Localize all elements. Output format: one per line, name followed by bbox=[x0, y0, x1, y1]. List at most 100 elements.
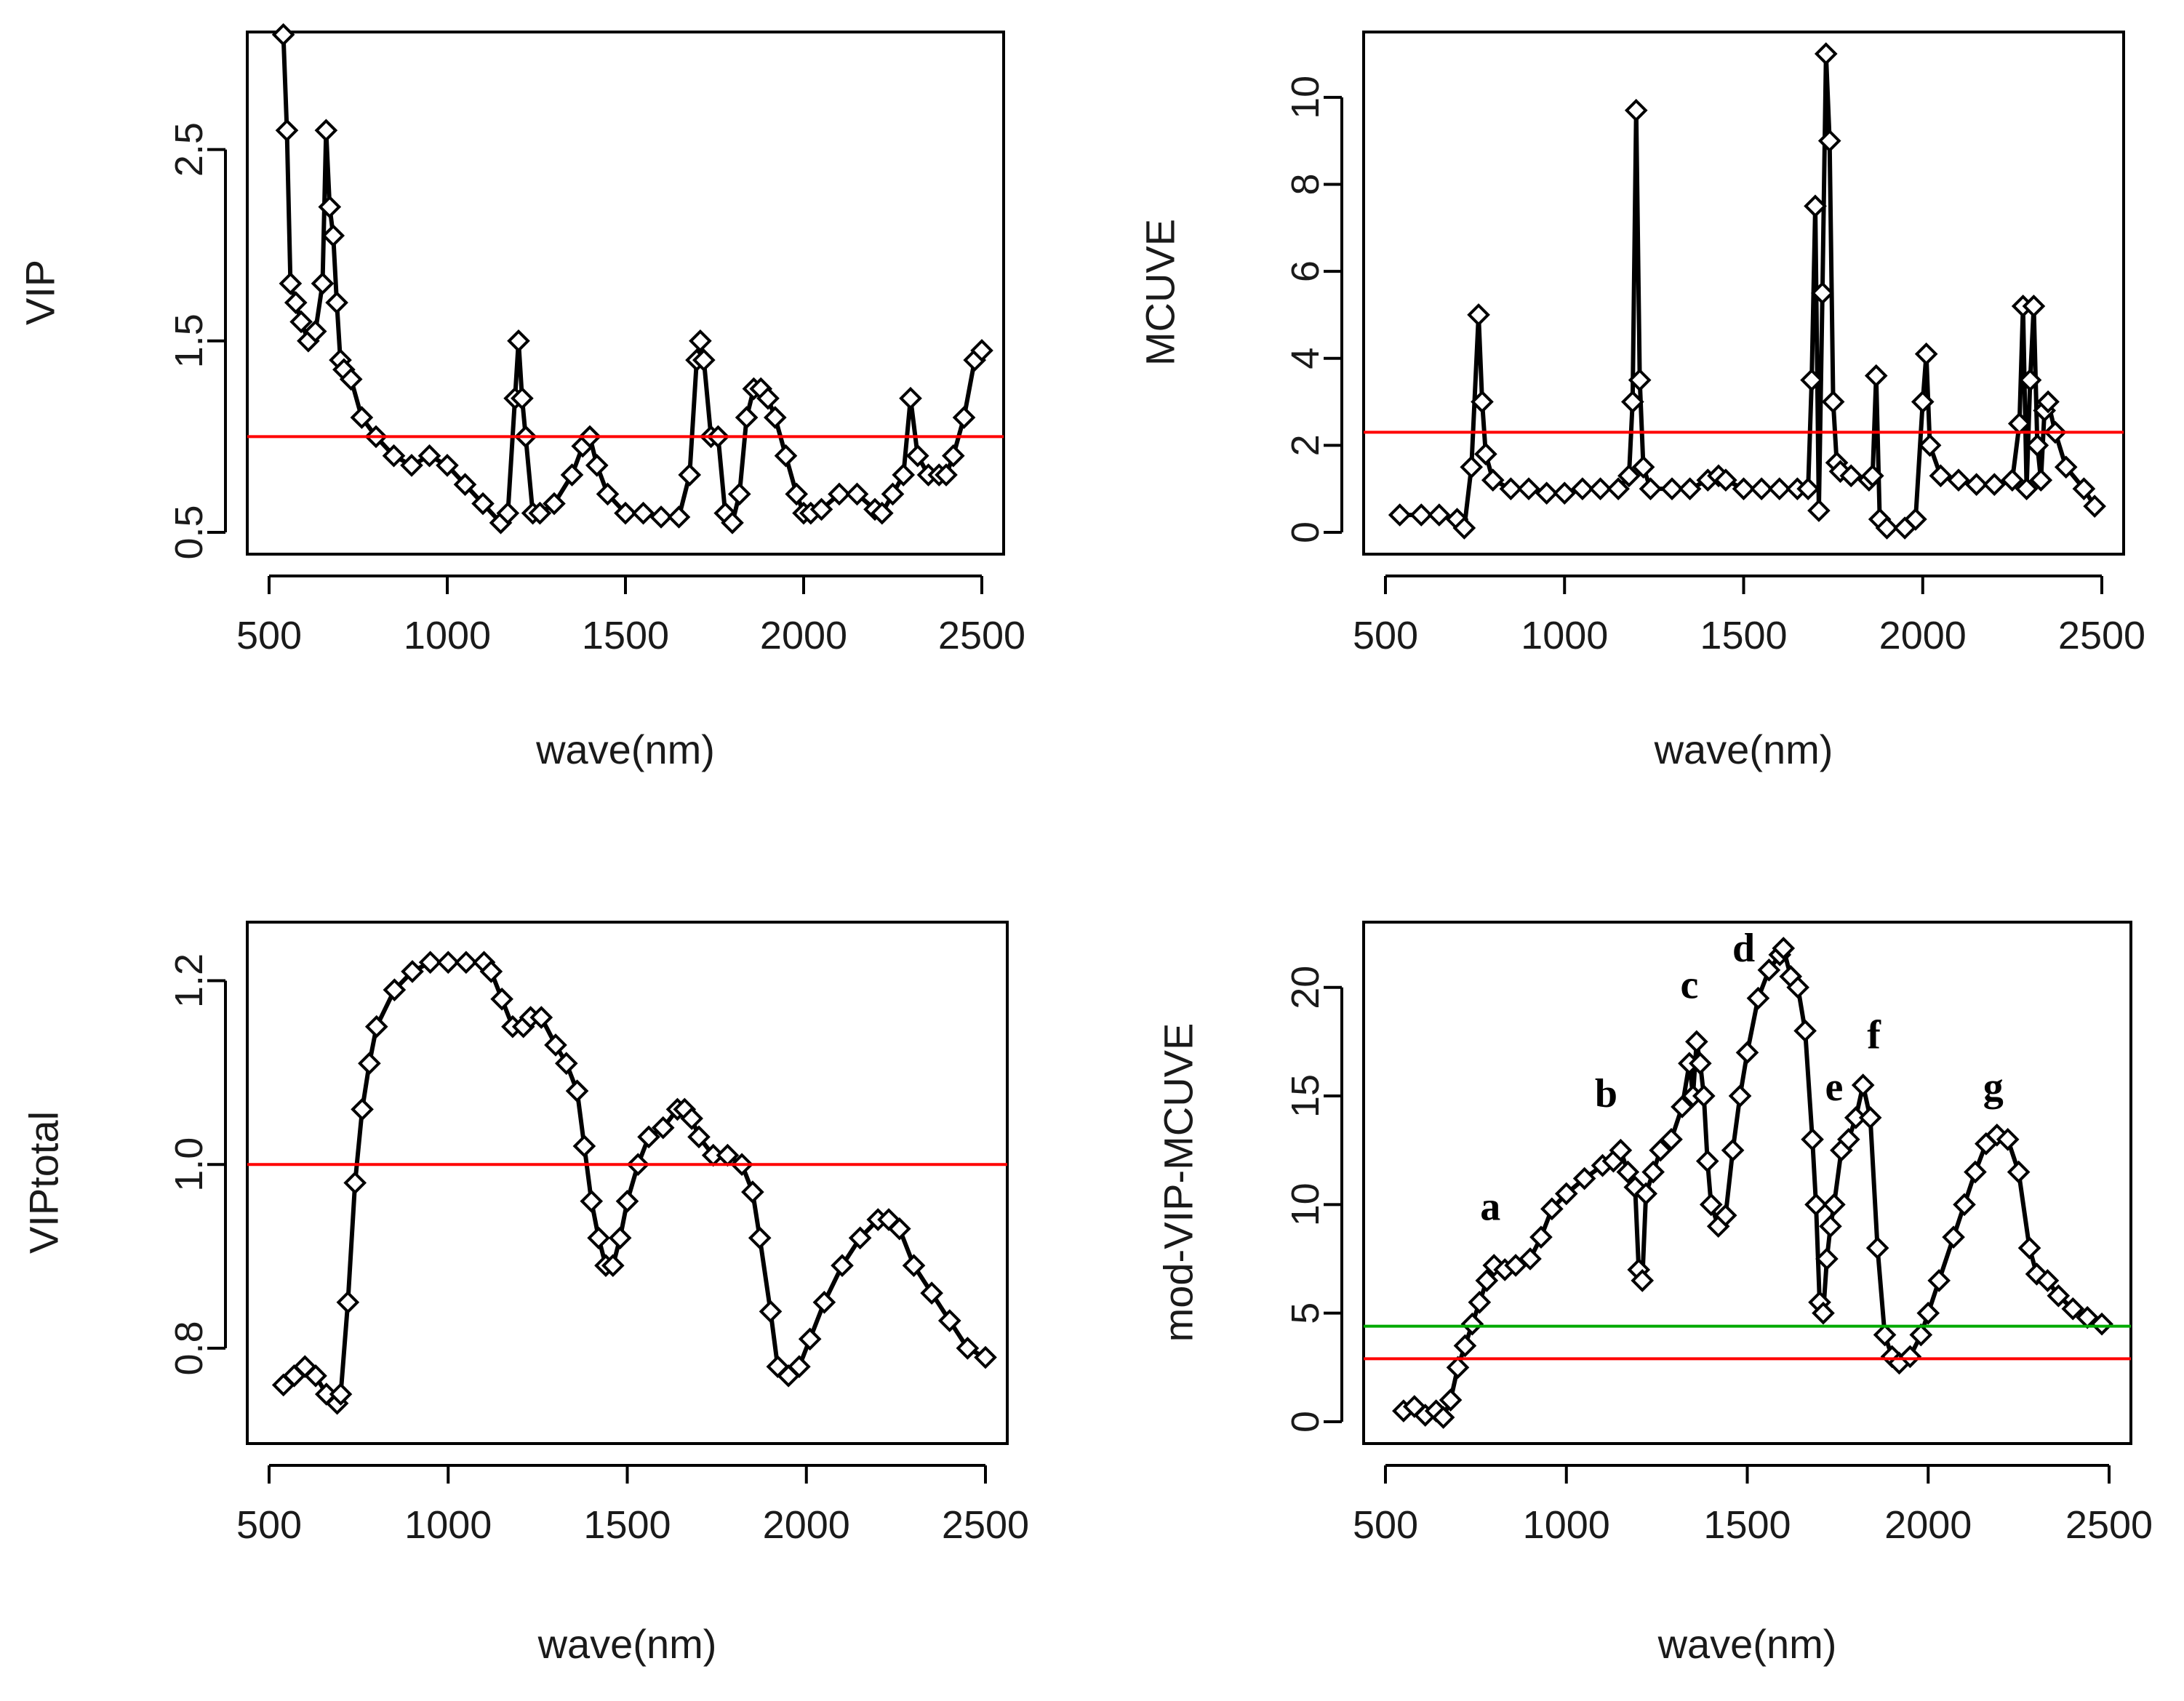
data-point bbox=[1804, 1193, 1828, 1217]
data-point bbox=[748, 1226, 772, 1250]
data-point bbox=[2036, 1269, 2060, 1292]
data-point bbox=[271, 23, 295, 47]
data-point bbox=[1631, 455, 1655, 479]
data-point bbox=[321, 224, 345, 247]
data-point bbox=[339, 367, 363, 391]
x-tick-label: 2500 bbox=[942, 1503, 1029, 1547]
x-tick-label: 1000 bbox=[1523, 1503, 1610, 1547]
data-point bbox=[587, 1226, 610, 1250]
data-point bbox=[680, 1107, 703, 1130]
data-point bbox=[1660, 1127, 1683, 1151]
data-point bbox=[892, 463, 916, 487]
data-point bbox=[490, 987, 513, 1011]
data-point bbox=[727, 482, 751, 506]
x-tick-label: 500 bbox=[1353, 614, 1418, 657]
data-point bbox=[1864, 364, 1888, 388]
data-point bbox=[1796, 477, 1820, 501]
data-point bbox=[383, 978, 407, 1002]
data-point bbox=[956, 1337, 980, 1360]
data-point bbox=[1916, 1301, 1940, 1325]
data-point bbox=[1814, 42, 1838, 65]
data-point bbox=[1714, 468, 1737, 492]
peak-label-a: a bbox=[1480, 1184, 1500, 1229]
data-point bbox=[905, 444, 929, 468]
data-point bbox=[1918, 433, 1942, 457]
series-line bbox=[1399, 52, 2097, 531]
data-point bbox=[1875, 516, 1899, 540]
data-point bbox=[952, 406, 976, 429]
data-point bbox=[1713, 1204, 1737, 1228]
data-point bbox=[1529, 1225, 1553, 1249]
data-point bbox=[1572, 1166, 1596, 1190]
data-point bbox=[304, 1364, 327, 1388]
data-point bbox=[2015, 477, 2039, 501]
x-tick-label: 1500 bbox=[1700, 614, 1787, 657]
data-point bbox=[1983, 473, 2007, 497]
data-point bbox=[2029, 468, 2053, 492]
data-point bbox=[1660, 477, 1684, 501]
data-point bbox=[417, 444, 441, 468]
data-point bbox=[1865, 1236, 1889, 1260]
data-point bbox=[1519, 1247, 1542, 1270]
x-tick-label: 2500 bbox=[2065, 1503, 2153, 1547]
y-tick-label: 1.0 bbox=[167, 1137, 211, 1192]
data-point bbox=[318, 195, 342, 219]
y-tick-label: 5 bbox=[1284, 1302, 1327, 1324]
data-point bbox=[1475, 1269, 1499, 1292]
data-point bbox=[774, 444, 798, 468]
x-tick-label: 500 bbox=[236, 614, 302, 657]
x-axis-title: wave(nm) bbox=[1654, 727, 1833, 772]
data-point bbox=[920, 1281, 943, 1305]
data-point bbox=[1860, 464, 1884, 488]
data-point bbox=[1817, 129, 1841, 153]
data-point bbox=[756, 386, 780, 410]
data-point bbox=[436, 454, 459, 477]
series-line bbox=[1402, 945, 2103, 1420]
data-point bbox=[325, 291, 348, 314]
data-point bbox=[831, 1254, 854, 1278]
y-tick-label: 10 bbox=[1284, 76, 1327, 119]
data-point bbox=[1588, 477, 1612, 501]
x-axis-title: wave(nm) bbox=[535, 727, 715, 772]
data-point bbox=[1692, 1084, 1716, 1108]
plot-frame bbox=[246, 31, 1005, 556]
data-point bbox=[1624, 98, 1648, 122]
data-point bbox=[601, 1254, 625, 1278]
data-point bbox=[1793, 1019, 1817, 1043]
data-point bbox=[848, 1226, 872, 1250]
x-tick-label: 1500 bbox=[582, 614, 669, 657]
data-point bbox=[1823, 1193, 1846, 1217]
data-point bbox=[2001, 468, 2024, 492]
data-point bbox=[2061, 1297, 2085, 1321]
data-point bbox=[1446, 1356, 1470, 1380]
x-tick-label: 2000 bbox=[763, 1503, 850, 1547]
y-tick-label: 15 bbox=[1284, 1074, 1327, 1118]
data-point bbox=[1746, 986, 1770, 1010]
data-point bbox=[1996, 1127, 2020, 1151]
data-point bbox=[1453, 1334, 1477, 1358]
x-tick-label: 500 bbox=[1353, 1503, 1418, 1547]
data-point bbox=[614, 501, 637, 525]
data-point bbox=[2018, 368, 2042, 392]
data-point bbox=[631, 501, 655, 525]
data-point bbox=[400, 454, 423, 477]
data-point bbox=[759, 1300, 783, 1324]
data-point bbox=[1504, 1254, 1527, 1277]
data-point bbox=[1617, 464, 1641, 488]
data-point bbox=[284, 291, 308, 314]
data-point bbox=[382, 444, 406, 468]
data-point bbox=[941, 444, 965, 468]
y-tick-label: 10 bbox=[1284, 1182, 1327, 1226]
y-tick-label: 0 bbox=[1284, 1411, 1327, 1433]
data-point bbox=[1898, 1345, 1922, 1369]
data-point bbox=[2090, 1312, 2113, 1336]
data-point bbox=[1732, 477, 1756, 501]
data-point bbox=[1431, 1406, 1455, 1429]
data-point bbox=[1471, 390, 1494, 414]
data-point bbox=[1554, 1182, 1578, 1206]
data-point bbox=[845, 482, 869, 506]
data-point bbox=[1553, 481, 1577, 505]
data-point bbox=[1439, 1388, 1463, 1412]
x-axis-title: wave(nm) bbox=[1657, 1621, 1837, 1667]
data-point bbox=[1641, 1160, 1665, 1184]
